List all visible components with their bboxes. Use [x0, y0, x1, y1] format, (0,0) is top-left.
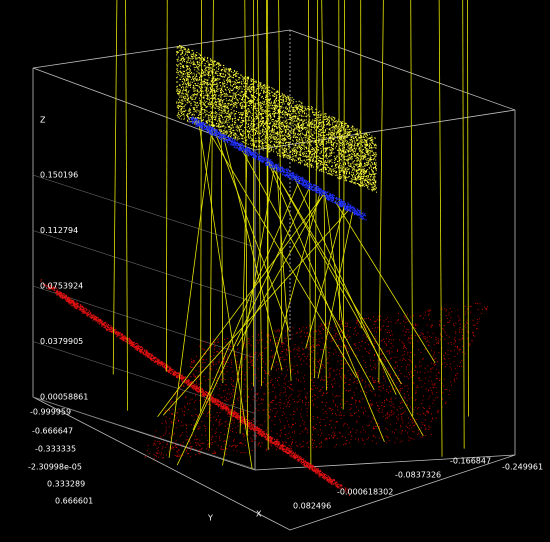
x-axis-name: X [256, 510, 262, 519]
ray [462, 0, 465, 449]
ray [267, 0, 269, 375]
ray [220, 133, 224, 383]
ray [270, 192, 321, 371]
ray [267, 161, 385, 443]
box-edge [254, 454, 516, 471]
ray [305, 206, 345, 349]
ray [165, 0, 168, 372]
ray [198, 119, 253, 470]
ray [268, 161, 402, 385]
ray [209, 0, 214, 449]
point-clouds [40, 0, 488, 496]
z-tick-label: 0.0379905 [40, 337, 83, 346]
ray [324, 195, 346, 339]
z-tick-label: 0.0753924 [40, 282, 83, 291]
ray [244, 0, 248, 436]
ray [438, 0, 443, 457]
ray [203, 123, 357, 378]
red-strip-points [40, 279, 351, 496]
ray [276, 166, 292, 381]
grid-line [32, 174, 256, 248]
rays [112, 0, 469, 470]
ray [125, 0, 128, 411]
box-edge [254, 109, 516, 151]
z-tick-label: 0.00058861 [40, 393, 88, 402]
z-tick-label: 0.150196 [40, 171, 78, 180]
red-strip [40, 279, 351, 496]
x-tick-label: -0.0837326 [395, 471, 441, 480]
ray [222, 134, 283, 371]
x-tick-label: -0.166847 [450, 457, 491, 466]
ray [338, 0, 340, 321]
ray [269, 162, 424, 437]
y-axis-name: Y [207, 514, 213, 523]
blue-band [188, 116, 367, 221]
ray [213, 129, 290, 331]
ray [321, 0, 327, 391]
ray [200, 0, 202, 413]
ray [317, 211, 354, 379]
ray [308, 0, 312, 465]
ray [157, 194, 324, 417]
ray [266, 0, 269, 450]
grid-line [32, 230, 256, 303]
ray [378, 0, 384, 383]
blue-band-points [188, 116, 367, 221]
ray [192, 179, 301, 431]
ray [168, 128, 213, 458]
y-tick-label: -0.666647 [32, 427, 73, 436]
ray [467, 0, 469, 417]
ray [112, 0, 118, 375]
ray [176, 186, 311, 466]
axis-labels: Z 0.150196 0.112794 0.0753924 0.0379905 0.000… [28, 116, 543, 523]
y-tick-label: 0.666601 [55, 497, 93, 506]
ray [257, 0, 262, 386]
yellow-block [176, 45, 377, 193]
x-tick-label: 0.082496 [293, 502, 331, 511]
ray [293, 176, 397, 395]
box-edge [32, 67, 256, 151]
x-tick-label: -0.249961 [502, 463, 543, 472]
ray [236, 193, 324, 347]
yellow-block-points [176, 45, 377, 193]
y-tick-label: -0.333335 [35, 445, 76, 454]
ray [162, 209, 350, 416]
grid-line [32, 396, 256, 470]
y-tick-label: -0.999959 [30, 408, 71, 417]
ray [239, 148, 248, 434]
ray [238, 143, 375, 391]
z-axis-name: Z [40, 116, 46, 125]
ray [334, 200, 436, 364]
y-tick-label: 0.333289 [47, 480, 85, 489]
x-tick-label: -0.000618302 [337, 488, 393, 497]
y-tick-label: -2.30998e-05 [28, 463, 82, 472]
z-tick-label: 0.112794 [40, 226, 78, 235]
ray [410, 0, 414, 417]
